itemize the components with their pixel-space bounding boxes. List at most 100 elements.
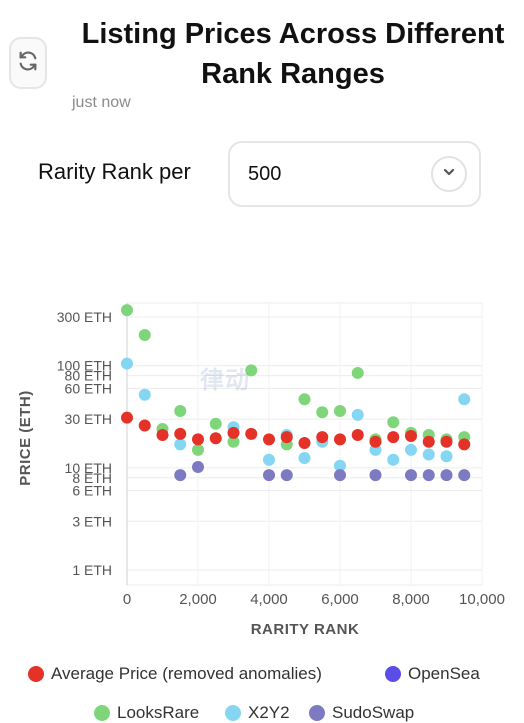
legend-swatch: [28, 666, 44, 682]
looksrare-point: [227, 435, 240, 448]
chevron-down-icon: [442, 165, 456, 184]
legend-label: X2Y2: [248, 703, 290, 722]
legend-label: LooksRare: [117, 703, 200, 722]
legend-item-sudoswap[interactable]: SudoSwap: [309, 703, 414, 723]
looksrare-point: [245, 364, 258, 377]
sudoswap-point: [280, 469, 293, 482]
y-tick-label: 100 ETH: [57, 358, 112, 374]
average-price-removed-anomalies-point: [174, 427, 187, 440]
sudoswap-point: [458, 469, 471, 482]
x2y2-point: [458, 393, 471, 406]
dropdown-toggle[interactable]: [431, 156, 467, 192]
average-price-removed-anomalies-point: [334, 433, 346, 446]
sudoswap-point: [422, 469, 435, 482]
sudoswap-point: [192, 460, 204, 473]
x2y2-point: [351, 408, 364, 421]
legend-item-looksrare[interactable]: LooksRare: [94, 703, 199, 723]
legend-label: SudoSwap: [332, 703, 415, 722]
y-tick-label: 10 ETH: [65, 460, 112, 476]
x-tick-label: 2,000: [179, 591, 217, 608]
looksrare-point: [334, 405, 346, 418]
y-tick-label: 3 ETH: [72, 513, 112, 529]
average-price-removed-anomalies-point: [351, 428, 364, 441]
rarity-rank-label: Rarity Rank per: [38, 159, 191, 184]
average-price-removed-anomalies-point: [440, 435, 453, 448]
x2y2-point: [405, 443, 417, 456]
x-axis-label: RARITY RANK: [251, 621, 360, 638]
average-price-removed-anomalies-point: [227, 426, 240, 439]
looksrare-point: [316, 406, 329, 419]
looksrare-point: [192, 443, 204, 456]
x2y2-point: [263, 453, 275, 466]
average-price-removed-anomalies-point: [192, 433, 204, 446]
x-tick-label: 0: [123, 591, 131, 608]
x2y2-point: [298, 451, 311, 464]
y-tick-label: 30 ETH: [65, 411, 112, 427]
average-price-removed-anomalies-point: [458, 438, 471, 451]
looksrare-point: [298, 393, 311, 406]
looksrare-point: [351, 366, 364, 379]
watermark: 律动: [200, 367, 250, 394]
average-price-removed-anomalies-point: [387, 431, 400, 444]
legend-item-opensea[interactable]: OpenSea: [385, 664, 480, 684]
refresh-button[interactable]: [9, 37, 47, 89]
y-tick-label: 80 ETH: [65, 368, 112, 384]
rank-range-select[interactable]: 500: [228, 141, 481, 207]
y-tick-label: 60 ETH: [65, 380, 112, 396]
x2y2-point: [334, 459, 346, 472]
average-price-removed-anomalies-point: [422, 435, 435, 448]
sudoswap-point: [369, 469, 382, 482]
y-axis-label: PRICE (ETH): [17, 390, 34, 486]
legend-item-average-price-removed-anomalies[interactable]: Average Price (removed anomalies): [28, 664, 322, 684]
x-tick-label: 4,000: [250, 591, 288, 608]
sudoswap-point: [334, 469, 346, 482]
average-price-removed-anomalies-point: [138, 419, 151, 432]
legend-label: Average Price (removed anomalies): [51, 664, 322, 683]
looksrare-point: [138, 328, 151, 341]
y-tick-label: 300 ETH: [57, 309, 112, 325]
x2y2-point: [387, 453, 400, 466]
sudoswap-point: [440, 469, 453, 482]
sudoswap-point: [405, 469, 417, 482]
y-tick-label: 1 ETH: [72, 562, 112, 578]
looksrare-point: [209, 417, 222, 430]
average-price-removed-anomalies-point: [316, 431, 329, 444]
average-price-removed-anomalies-point: [209, 432, 222, 445]
looksrare-point: [174, 405, 187, 418]
looksrare-point: [387, 416, 400, 429]
average-price-removed-anomalies-point: [121, 411, 133, 424]
average-price-removed-anomalies-point: [280, 431, 293, 444]
updated-timestamp: just now: [72, 94, 131, 111]
average-price-removed-anomalies-point: [263, 433, 275, 446]
average-price-removed-anomalies-point: [369, 435, 382, 448]
average-price-removed-anomalies-point: [298, 437, 311, 450]
average-price-removed-anomalies-point: [405, 430, 417, 443]
x2y2-point: [174, 438, 187, 451]
sudoswap-point: [174, 469, 187, 482]
legend-swatch: [225, 705, 241, 721]
average-price-removed-anomalies-point: [245, 427, 258, 440]
average-price-removed-anomalies-point: [156, 428, 169, 441]
y-tick-label: 8 ETH: [72, 470, 112, 486]
y-tick-label: 6 ETH: [72, 483, 112, 499]
x-tick-label: 8,000: [392, 591, 430, 608]
x2y2-point: [138, 388, 151, 401]
x-tick-label: 10,000: [459, 591, 505, 608]
legend-item-x2y2[interactable]: X2Y2: [225, 703, 290, 723]
x2y2-point: [422, 448, 435, 461]
legend-swatch: [94, 705, 110, 721]
legend-label: OpenSea: [408, 664, 480, 683]
refresh-icon: [17, 50, 39, 77]
x2y2-point: [121, 357, 133, 370]
sudoswap-point: [263, 469, 275, 482]
title-line-1: Listing Prices Across Different: [81, 18, 505, 50]
legend-swatch: [309, 705, 325, 721]
x2y2-point: [440, 450, 453, 463]
rank-range-value: 500: [248, 163, 282, 185]
looksrare-point: [121, 304, 133, 317]
title-line-2: Rank Ranges: [201, 58, 385, 90]
page-title: Listing Prices Across Different Rank Ran…: [62, 14, 524, 94]
x-tick-label: 6,000: [321, 591, 359, 608]
legend-swatch: [385, 666, 401, 682]
